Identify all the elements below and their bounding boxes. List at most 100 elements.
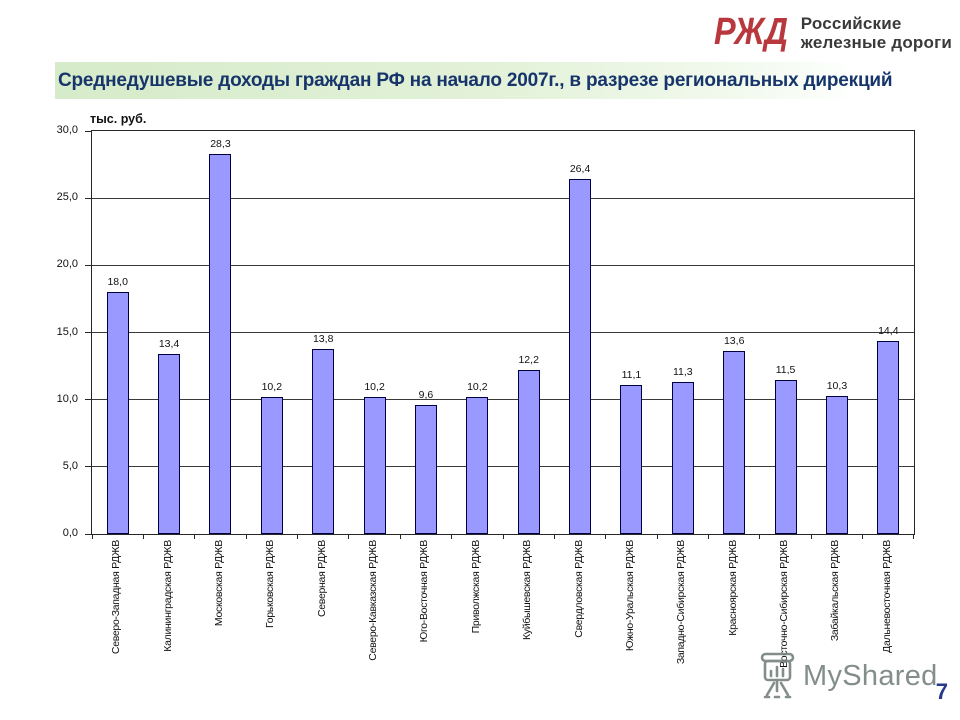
x-axis-category-label: Западно-Сибирская РДЖВ [656,540,707,674]
bar [620,384,643,534]
bar-value-label: 9,6 [418,389,434,402]
bar-value-label: 11,1 [621,368,642,381]
rzd-monogram-text: РЖД [714,11,788,53]
plot-area: 18,0 13,4 28,3 10,2 13,8 10,2 9,6 10,2 12,2 26,4 1… [85,130,915,539]
bar [723,351,746,534]
x-axis-tick [912,534,914,539]
x-axis-category-text: Калининградская РДЖВ [161,540,174,652]
rzd-logo-text: Российские железные дороги [801,14,952,52]
y-axis-tick [85,533,91,535]
x-axis-tick [297,534,298,539]
myshared-watermark: MyShared [760,651,938,701]
bar-value-label: 13,6 [723,335,745,348]
x-axis-tick [656,534,658,539]
bar [877,340,900,534]
x-axis-category-label: Северо-Кавказская РДЖВ [348,540,399,674]
y-axis-tick-label: 10,0 [56,392,78,405]
y-axis-unit-label: тыс. руб. [90,112,147,126]
bar [774,379,797,534]
bar [414,405,437,534]
bar [158,354,181,534]
x-axis-category-text: Южно-Уральская РДЖВ [623,540,636,652]
bar-value-label: 14,4 [878,324,899,337]
gridline [92,466,914,468]
y-axis-tick [85,399,91,401]
x-axis-category-text: Московская РДЖВ [212,540,225,627]
gridline [92,264,914,266]
y-axis-tick [85,130,91,132]
bar [312,348,335,534]
y-axis-tick-label: 15,0 [56,325,78,338]
rzd-logo-line1: Российские [800,13,902,33]
bar [363,396,386,534]
x-axis-tick [142,534,144,539]
x-axis-category-text: Юго-Восточная РДЖВ [418,540,431,643]
x-axis-tick [348,534,350,539]
x-axis-tick [502,534,504,539]
bar-value-label: 12,2 [518,354,539,367]
y-axis-tick-label: 0,0 [62,527,78,539]
y-axis-tick [85,466,91,468]
x-axis-tick [759,534,761,539]
y-axis-tick [85,332,91,333]
gridline [92,332,914,333]
bar-value-label: 11,3 [672,366,693,379]
bar-value-label: 28,3 [210,137,231,150]
slide-title: Среднедушевые доходы граждан РФ на начал… [58,69,893,91]
x-axis-category-text: Приволжская РДЖВ [469,540,482,634]
y-axis-tick-label: 5,0 [62,459,78,472]
x-axis-category-text: Северная РДЖВ [315,540,328,618]
slide-title-band: Среднедушевые доходы граждан РФ на начал… [55,62,893,99]
bar-value-label: 18,0 [107,276,128,289]
x-axis-category-text: Свердловская РДЖВ [572,540,585,638]
x-axis-category-text: Горьковская РДЖВ [264,540,277,628]
bar-value-label: 10,2 [364,380,385,393]
x-axis-category-label: Куйбышевская РДЖВ [502,540,553,674]
y-axis-tick [85,264,91,266]
bar-value-label: 10,3 [826,379,848,392]
x-axis-category-text: Северо-Кавказская РДЖВ [367,540,380,661]
rzd-monogram-icon: РЖД [713,6,791,59]
x-axis-category-label: Красноярская РДЖВ [708,540,759,674]
bar [517,370,540,534]
page-number: 7 [935,679,948,704]
gridline [92,197,914,199]
bar-value-label: 10,2 [261,380,283,393]
x-axis-tick [605,534,607,539]
x-axis-tick [708,534,709,539]
x-axis-tick [810,534,812,539]
x-axis-category-text: Северо-Западная РДЖВ [110,540,123,655]
bar [106,292,129,534]
x-axis-category-label: Свердловская РДЖВ [553,540,604,674]
bar-value-label: 11,5 [775,363,796,376]
x-axis-category-label: Горьковская РДЖВ [245,540,296,674]
bar [569,179,592,534]
x-axis-category-text: Забайкальская РДЖВ [829,540,842,642]
bar [671,382,694,534]
y-axis-tick-label: 25,0 [56,191,78,204]
bar [466,396,489,534]
x-axis-tick [399,534,401,539]
y-axis-tick-label: 20,0 [56,258,78,271]
y-axis-tick [85,197,91,199]
x-axis-category-text: Восточно-Сибирская РДЖВ [778,540,791,668]
myshared-text: MyShared [803,659,938,692]
x-axis-category-label: Юго-Восточная РДЖВ [399,540,450,674]
x-axis-tick [91,534,93,539]
x-axis-category-text: Дальневосточная РДЖВ [880,540,893,653]
x-axis-category-label: Северная РДЖВ [297,540,348,674]
bar [825,395,848,534]
bar-value-label: 13,4 [158,338,180,350]
x-axis-category-label: Южно-Уральская РДЖВ [605,540,656,674]
bar-chart: тыс. руб. 18,0 13,4 28,3 10,2 13,8 10,2 9,6 10,… [44,112,924,672]
x-axis-category-label: Приволжская РДЖВ [451,540,502,674]
bar [209,153,232,534]
x-axis-category-label: Калининградская РДЖВ [142,540,193,674]
x-axis-category-label: Московская РДЖВ [194,540,245,674]
bar-value-label: 13,8 [312,332,334,345]
bar-value-label: 10,2 [467,380,488,393]
x-axis-category-text: Западно-Сибирская РДЖВ [675,540,688,665]
bar [260,396,283,534]
x-axis-tick [194,534,196,539]
